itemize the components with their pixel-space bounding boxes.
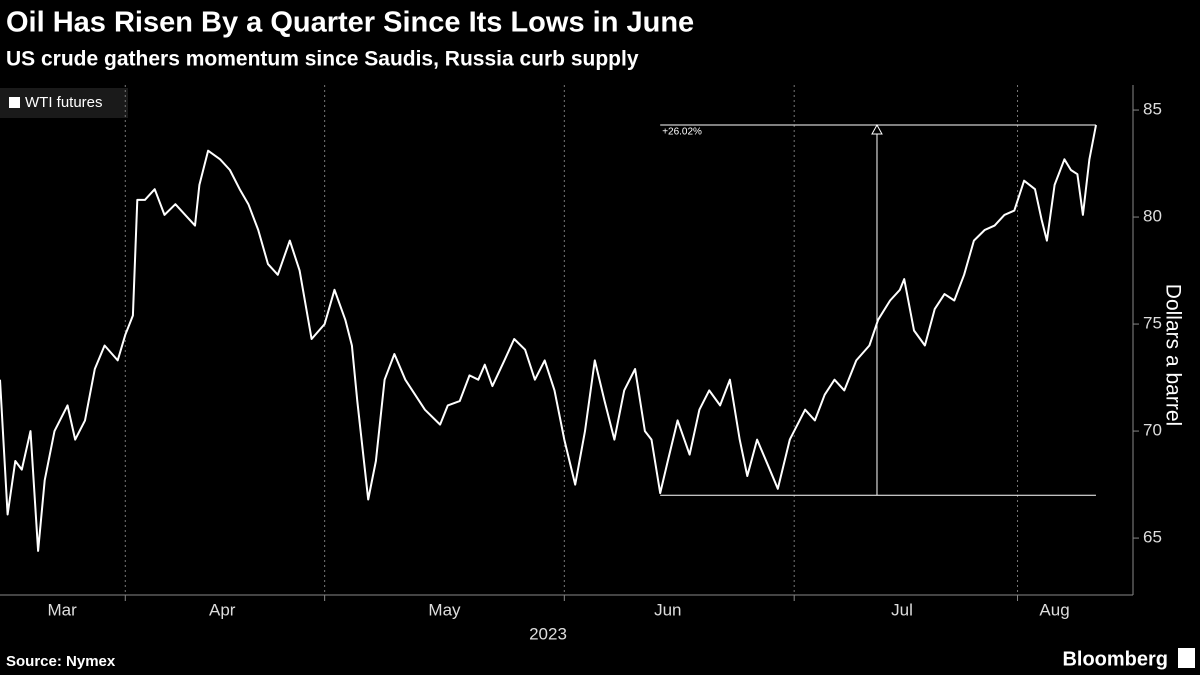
- x-tick-label: Aug: [1039, 600, 1069, 619]
- legend-label: WTI futures: [25, 94, 103, 111]
- y-axis-label: Dollars a barrel: [1161, 284, 1184, 426]
- x-tick-label: May: [428, 600, 461, 619]
- x-axis-label: 2023: [529, 624, 567, 643]
- y-tick-label: 65: [1143, 528, 1162, 547]
- y-tick-label: 85: [1143, 100, 1162, 119]
- y-tick-label: 80: [1143, 207, 1162, 226]
- annotation-label: +26.02%: [662, 127, 702, 138]
- x-tick-label: Jul: [891, 600, 913, 619]
- brand: Bloomberg: [1062, 648, 1168, 670]
- x-tick-label: Apr: [209, 600, 236, 619]
- y-tick-label: 70: [1143, 421, 1162, 440]
- x-tick-label: Mar: [47, 600, 77, 619]
- arrow-head: [871, 123, 883, 135]
- chart-title: Oil Has Risen By a Quarter Since Its Low…: [6, 7, 694, 39]
- chart-subtitle: US crude gathers momentum since Saudis, …: [6, 48, 639, 71]
- legend-box: [0, 88, 128, 118]
- source: Source: Nymex: [6, 653, 116, 670]
- legend-swatch: [9, 97, 20, 108]
- y-tick-label: 75: [1143, 314, 1162, 333]
- brand-icon: [1178, 648, 1195, 668]
- x-tick-label: Jun: [654, 600, 681, 619]
- price-line: [0, 124, 1097, 552]
